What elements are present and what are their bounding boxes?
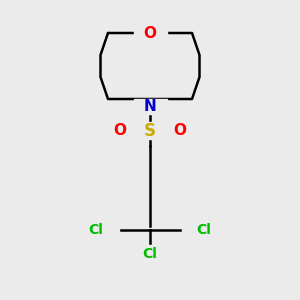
Text: Cl: Cl [88,223,104,236]
FancyBboxPatch shape [182,221,226,238]
FancyBboxPatch shape [164,122,196,139]
Text: S: S [144,122,156,140]
Text: Cl: Cl [196,223,211,236]
Text: O: O [143,26,157,40]
FancyBboxPatch shape [74,221,118,238]
Text: O: O [173,123,187,138]
Text: O: O [113,123,127,138]
FancyBboxPatch shape [103,122,136,139]
FancyBboxPatch shape [134,122,166,139]
Text: Cl: Cl [142,247,158,260]
FancyBboxPatch shape [134,26,166,40]
FancyBboxPatch shape [128,245,172,262]
FancyBboxPatch shape [134,99,166,114]
Text: N: N [144,99,156,114]
